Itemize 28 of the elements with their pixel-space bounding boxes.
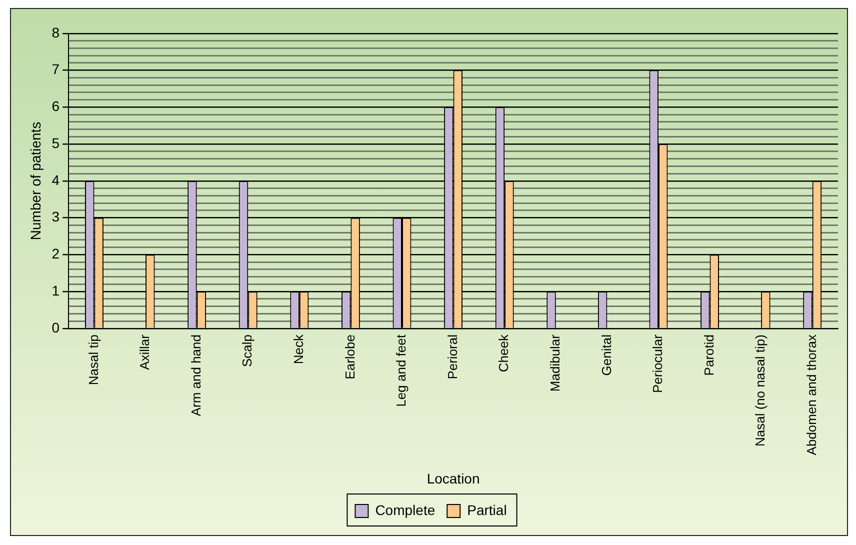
- x-tick-label: Abdomen and thorax: [804, 334, 819, 456]
- y-tick-label: 7: [52, 61, 60, 78]
- x-tick-label: Leg and feet: [394, 334, 409, 407]
- x-tick-label: Nasal tip: [86, 334, 101, 386]
- x-tick-label: Parotid: [701, 334, 716, 376]
- legend-label: Partial: [467, 502, 507, 518]
- x-axis-title: Location: [426, 470, 480, 486]
- y-tick-label: 0: [52, 319, 60, 336]
- x-tick-label: Madibular: [547, 334, 562, 392]
- y-tick-label: 6: [52, 98, 60, 114]
- x-tick-label: Periocular: [650, 334, 666, 394]
- y-axis-title: Number of patients: [27, 122, 44, 240]
- x-tick-label: Scalp: [240, 334, 255, 368]
- x-tick-label: Cheek: [496, 334, 512, 372]
- y-tick-label: 1: [52, 282, 60, 298]
- x-tick-label: Neck: [290, 334, 306, 364]
- legend-label: Complete: [375, 502, 436, 518]
- x-tick-label: Axillar: [137, 334, 152, 370]
- y-tick-label: 8: [52, 24, 60, 40]
- y-tick-label: 4: [52, 172, 60, 188]
- x-tick-label: Genital: [598, 334, 614, 376]
- x-tick-label: Earlobe: [342, 334, 358, 380]
- y-tick-label: 5: [52, 134, 60, 151]
- x-tick-label: Arm and hand: [188, 334, 204, 416]
- x-tick-label: Nasal (no nasal tip): [752, 334, 768, 447]
- y-tick-label: 2: [52, 246, 60, 262]
- x-tick-label: Perioral: [444, 334, 460, 380]
- y-tick-label: 3: [52, 208, 60, 225]
